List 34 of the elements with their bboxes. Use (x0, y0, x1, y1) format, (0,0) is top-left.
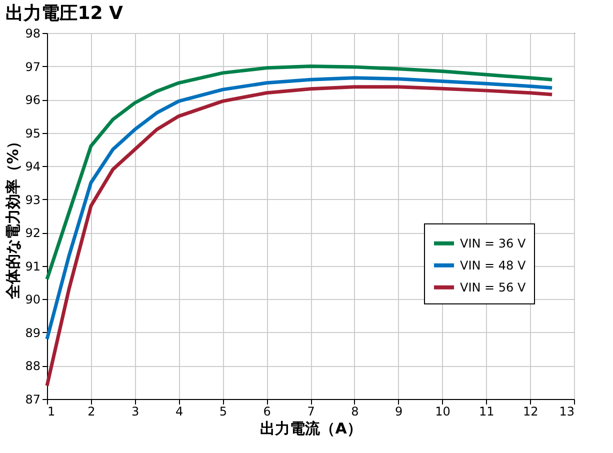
x-tick-label: 11 (479, 404, 494, 418)
line-series (45, 85, 554, 388)
y-tick-label: 92 (25, 226, 40, 240)
line-series (45, 76, 554, 341)
y-axis-title: 全体的な電力効率（%） (4, 134, 22, 300)
x-tick-label: 7 (307, 404, 315, 418)
x-tick-label: 12 (522, 404, 538, 418)
y-tick-label: 98 (25, 26, 40, 40)
x-tick-label: 6 (263, 404, 271, 418)
x-tick-label: 3 (132, 404, 140, 418)
x-tick-label: 8 (351, 404, 359, 418)
legend-label: VIN = 56 V (460, 280, 526, 294)
x-axis-title: 出力電流（A） (260, 420, 362, 438)
chart-title: 出力電圧12 V (6, 3, 124, 24)
x-tick-label: 13 (559, 404, 574, 418)
x-tick-label: 1 (48, 404, 56, 418)
line-series (45, 64, 554, 281)
y-tick-label: 87 (25, 392, 40, 406)
y-tick-label: 95 (25, 126, 40, 140)
y-tick-label: 88 (25, 359, 40, 374)
y-tick-label: 93 (25, 192, 40, 207)
y-tick-label: 89 (25, 326, 40, 340)
y-tick-label: 90 (25, 292, 40, 307)
y-tick-label: 97 (25, 60, 40, 74)
y-tick-label: 94 (25, 160, 40, 174)
legend-label: VIN = 36 V (460, 236, 526, 250)
x-tick-label: 9 (395, 404, 403, 418)
x-tick-label: 2 (88, 404, 96, 418)
x-tick-label: 4 (175, 404, 184, 418)
legend-label: VIN = 48 V (460, 258, 526, 272)
x-tick-label: 5 (219, 404, 227, 418)
y-tick-label: 96 (25, 93, 40, 108)
y-tick-label: 91 (25, 259, 40, 274)
x-tick-label: 10 (435, 404, 450, 418)
